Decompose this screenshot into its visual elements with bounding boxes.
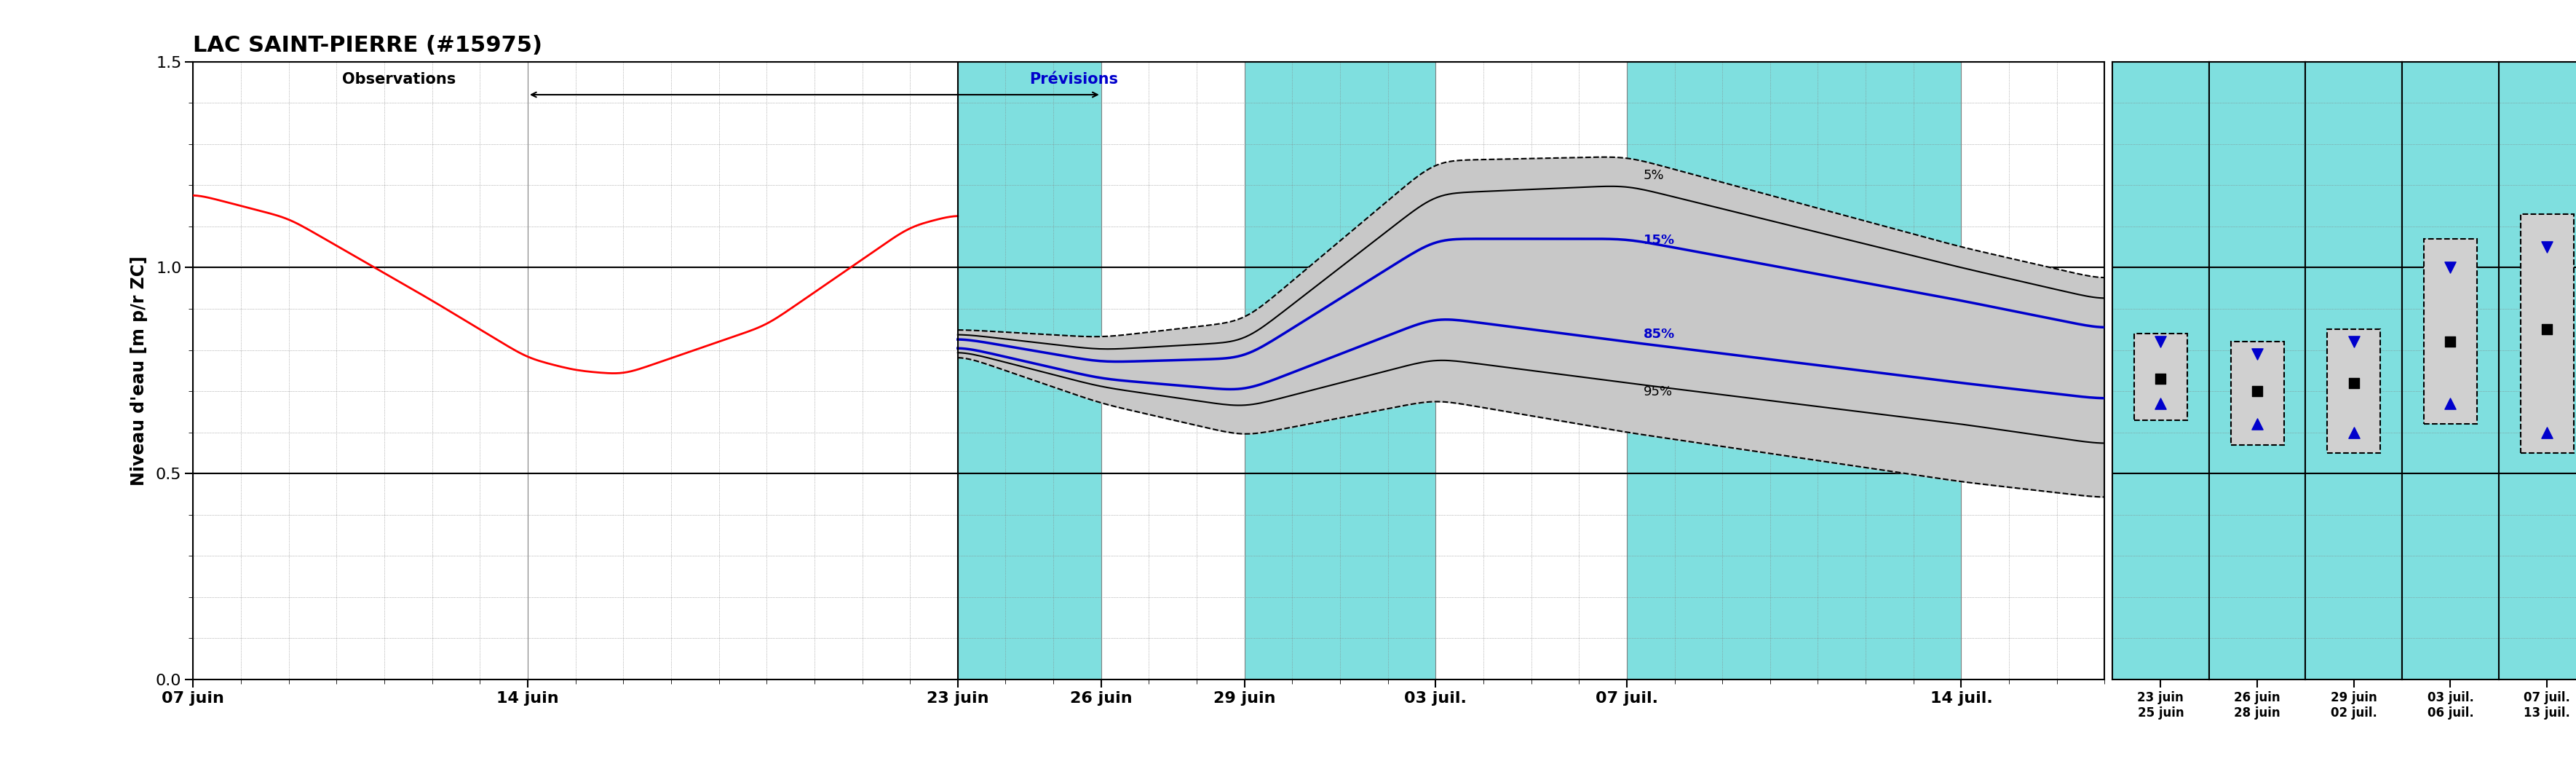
Point	[2334, 336, 2375, 348]
Bar	[1244, 62, 1435, 679]
FancyBboxPatch shape	[2519, 214, 2573, 453]
FancyBboxPatch shape	[2133, 334, 2187, 420]
Bar	[193, 62, 958, 679]
Point	[2236, 385, 2277, 398]
FancyBboxPatch shape	[2231, 342, 2285, 445]
Point	[2527, 426, 2568, 438]
Point	[2141, 373, 2182, 385]
FancyBboxPatch shape	[2424, 239, 2478, 424]
Point	[2141, 336, 2182, 348]
Text: LAC SAINT-PIERRE (#15975): LAC SAINT-PIERRE (#15975)	[193, 35, 544, 56]
Point	[2527, 323, 2568, 336]
Bar	[1628, 62, 1960, 679]
Bar	[1100, 62, 1244, 679]
Text: Observations: Observations	[343, 72, 456, 86]
Text: 5%: 5%	[1643, 169, 1664, 182]
Point	[2236, 348, 2277, 361]
Bar	[1960, 62, 2105, 679]
Point	[2141, 398, 2182, 410]
Point	[2429, 262, 2470, 274]
Point	[2334, 426, 2375, 438]
Point	[2334, 377, 2375, 389]
Point	[2527, 241, 2568, 253]
Point	[2429, 336, 2470, 348]
Point	[2429, 398, 2470, 410]
Bar	[958, 62, 1100, 679]
Point	[2236, 418, 2277, 430]
FancyBboxPatch shape	[2326, 330, 2380, 453]
Text: 15%: 15%	[1643, 234, 1674, 247]
Text: Prévisions: Prévisions	[1030, 72, 1118, 86]
Bar	[1435, 62, 1628, 679]
Y-axis label: Niveau d'eau [m p/r ZC]: Niveau d'eau [m p/r ZC]	[131, 256, 147, 486]
Text: 95%: 95%	[1643, 385, 1672, 398]
Text: 85%: 85%	[1643, 327, 1674, 340]
